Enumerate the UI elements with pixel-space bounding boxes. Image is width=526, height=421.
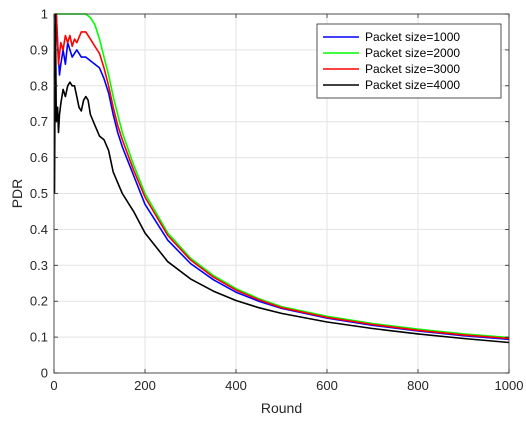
legend-label-1: Packet size=1000: [365, 30, 460, 44]
axis-ticks: 0 200 400 600 800 1000 0 0.1 0.2 0.3 0.4 0.5 0.6 0.7 0…: [30, 7, 524, 394]
series-line-3: [53, 13, 510, 340]
legend-label-2: Packet size=2000: [365, 46, 460, 60]
series-line-4: [53, 13, 510, 344]
y-tick-label: 0.1: [30, 330, 48, 345]
series-line-1: [53, 13, 510, 341]
legend-label-4: Packet size=4000: [365, 78, 460, 92]
y-tick-label: 0.9: [30, 42, 48, 57]
y-tick-label: 0.7: [30, 114, 48, 129]
y-tick-label: 0.3: [30, 258, 48, 273]
y-tick-label: 0.8: [30, 78, 48, 93]
x-tick-label: 1000: [495, 378, 524, 393]
y-axis-label: PDR: [9, 179, 25, 209]
y-tick-label: 1: [41, 7, 48, 22]
y-tick-label: 0: [41, 366, 48, 381]
y-tick-label: 0.5: [30, 186, 48, 201]
y-tick-label: 0.2: [30, 294, 48, 309]
y-tick-label: 0.6: [30, 150, 48, 165]
legend-label-3: Packet size=3000: [365, 62, 460, 76]
x-tick-label: 800: [407, 378, 429, 393]
x-tick-label: 200: [134, 378, 156, 393]
x-axis-label: Round: [261, 400, 302, 416]
x-tick-label: 0: [50, 378, 57, 393]
y-tick-label: 0.4: [30, 222, 48, 237]
legend: Packet size=1000 Packet size=2000 Packet s…: [316, 23, 502, 99]
x-tick-label: 400: [225, 378, 247, 393]
x-tick-label: 600: [316, 378, 338, 393]
